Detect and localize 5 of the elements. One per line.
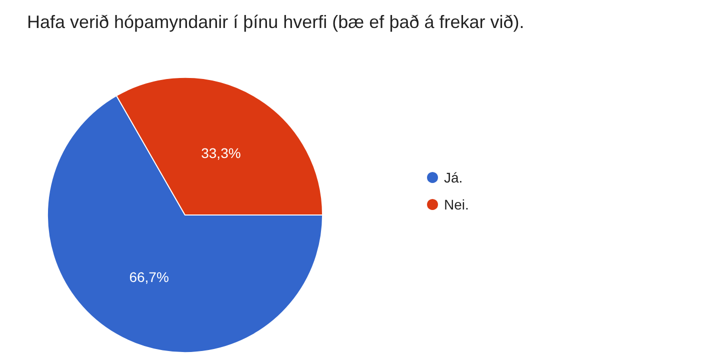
data-label: 33,3%	[201, 144, 241, 161]
legend-label: Já.	[444, 170, 463, 186]
legend-label: Nei.	[444, 196, 469, 212]
chart-title: Hafa verið hópamyndanir í þínu hverfi (bæ ef það á frekar við).	[27, 12, 524, 32]
data-label: 66,7%	[129, 269, 169, 286]
